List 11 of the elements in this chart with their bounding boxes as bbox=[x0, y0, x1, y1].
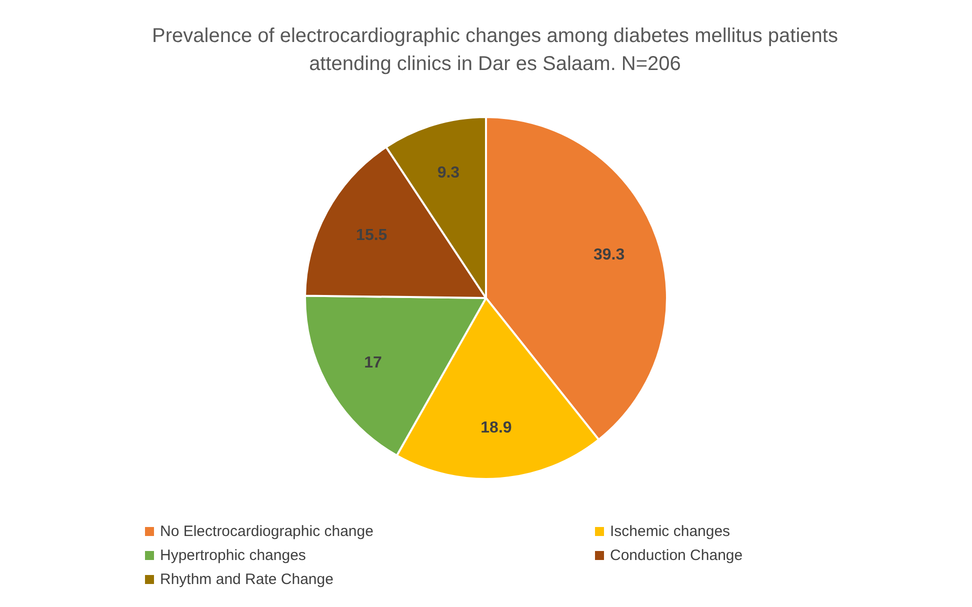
legend-label: No Electrocardiographic change bbox=[160, 523, 374, 540]
legend-label: Ischemic changes bbox=[610, 523, 730, 540]
legend-label: Hypertrophic changes bbox=[160, 547, 306, 564]
data-label: 39.3 bbox=[593, 246, 625, 264]
data-label: 9.3 bbox=[437, 164, 460, 182]
legend-label: Conduction Change bbox=[610, 547, 743, 564]
data-label: 18.9 bbox=[480, 419, 512, 436]
chart-title: Prevalence of electrocardiographic changes among diabetes mellitus patients attending clinics in Dar es Salaam. N=206 bbox=[151, 24, 839, 77]
data-label: 17 bbox=[364, 354, 382, 372]
data-label: 15.5 bbox=[356, 226, 388, 244]
legend-label: Rhythm and Rate Change bbox=[160, 571, 334, 588]
